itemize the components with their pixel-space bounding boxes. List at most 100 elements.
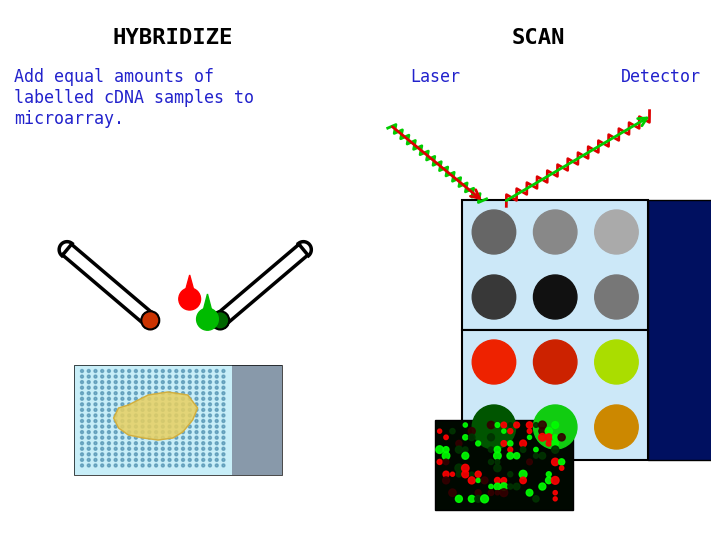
- Circle shape: [81, 425, 84, 428]
- Circle shape: [121, 369, 124, 373]
- Circle shape: [114, 420, 117, 422]
- Circle shape: [195, 414, 198, 417]
- Circle shape: [155, 392, 158, 395]
- Circle shape: [501, 441, 507, 446]
- Circle shape: [107, 403, 110, 406]
- Circle shape: [107, 386, 110, 389]
- Circle shape: [168, 430, 171, 434]
- Circle shape: [527, 459, 532, 465]
- Circle shape: [107, 408, 110, 411]
- Circle shape: [155, 375, 158, 378]
- Circle shape: [456, 441, 462, 447]
- Circle shape: [127, 430, 130, 434]
- Circle shape: [101, 447, 104, 450]
- Circle shape: [476, 478, 480, 482]
- Circle shape: [513, 453, 520, 459]
- Circle shape: [181, 420, 184, 422]
- Circle shape: [148, 458, 150, 461]
- Circle shape: [474, 495, 482, 502]
- Circle shape: [215, 375, 218, 378]
- Circle shape: [209, 414, 212, 417]
- Circle shape: [148, 397, 150, 400]
- Circle shape: [141, 414, 144, 417]
- Circle shape: [552, 446, 559, 453]
- Circle shape: [135, 386, 138, 389]
- Circle shape: [121, 442, 124, 445]
- Circle shape: [94, 397, 97, 400]
- Circle shape: [148, 375, 150, 378]
- Circle shape: [209, 464, 212, 467]
- Circle shape: [168, 392, 171, 395]
- Circle shape: [189, 442, 192, 445]
- Circle shape: [553, 490, 557, 495]
- Circle shape: [175, 403, 178, 406]
- Circle shape: [121, 453, 124, 456]
- Circle shape: [508, 441, 513, 446]
- Circle shape: [514, 422, 520, 428]
- Circle shape: [202, 464, 204, 467]
- Circle shape: [135, 408, 138, 411]
- Circle shape: [175, 408, 178, 411]
- Circle shape: [107, 420, 110, 422]
- Circle shape: [553, 497, 557, 501]
- Circle shape: [175, 392, 178, 395]
- Circle shape: [121, 430, 124, 434]
- Circle shape: [127, 397, 130, 400]
- Circle shape: [87, 397, 90, 400]
- Circle shape: [161, 464, 164, 467]
- Circle shape: [127, 381, 130, 383]
- Circle shape: [101, 442, 104, 445]
- Circle shape: [222, 425, 225, 428]
- Circle shape: [127, 375, 130, 378]
- Circle shape: [107, 436, 110, 439]
- Circle shape: [141, 381, 144, 383]
- Circle shape: [534, 405, 577, 449]
- Circle shape: [114, 414, 117, 417]
- Circle shape: [209, 425, 212, 428]
- Circle shape: [501, 422, 507, 428]
- Circle shape: [181, 369, 184, 373]
- Circle shape: [161, 420, 164, 422]
- Circle shape: [195, 464, 198, 467]
- Circle shape: [87, 381, 90, 383]
- Circle shape: [127, 464, 130, 467]
- Circle shape: [508, 423, 513, 427]
- Bar: [74, 365, 282, 475]
- Text: HYBRIDIZE: HYBRIDIZE: [113, 28, 233, 48]
- Circle shape: [195, 375, 198, 378]
- Circle shape: [101, 386, 104, 389]
- Circle shape: [181, 464, 184, 467]
- Circle shape: [175, 453, 178, 456]
- Circle shape: [195, 392, 198, 395]
- Circle shape: [148, 369, 150, 373]
- Circle shape: [222, 369, 225, 373]
- Circle shape: [195, 386, 198, 389]
- Circle shape: [222, 386, 225, 389]
- Circle shape: [595, 405, 638, 449]
- Circle shape: [135, 442, 138, 445]
- Circle shape: [168, 442, 171, 445]
- Circle shape: [546, 477, 552, 484]
- Circle shape: [81, 392, 84, 395]
- Circle shape: [141, 311, 159, 329]
- Circle shape: [121, 458, 124, 461]
- Circle shape: [202, 375, 204, 378]
- Circle shape: [449, 489, 456, 496]
- Circle shape: [215, 430, 218, 434]
- Circle shape: [141, 386, 144, 389]
- Circle shape: [488, 447, 494, 453]
- Circle shape: [94, 403, 97, 406]
- Circle shape: [141, 375, 144, 378]
- Circle shape: [155, 453, 158, 456]
- Circle shape: [181, 425, 184, 428]
- Circle shape: [209, 442, 212, 445]
- Circle shape: [141, 403, 144, 406]
- Circle shape: [135, 414, 138, 417]
- Circle shape: [494, 452, 501, 460]
- Circle shape: [209, 375, 212, 378]
- Circle shape: [222, 414, 225, 417]
- Circle shape: [161, 436, 164, 439]
- Circle shape: [87, 386, 90, 389]
- Circle shape: [481, 477, 488, 484]
- Circle shape: [436, 446, 444, 454]
